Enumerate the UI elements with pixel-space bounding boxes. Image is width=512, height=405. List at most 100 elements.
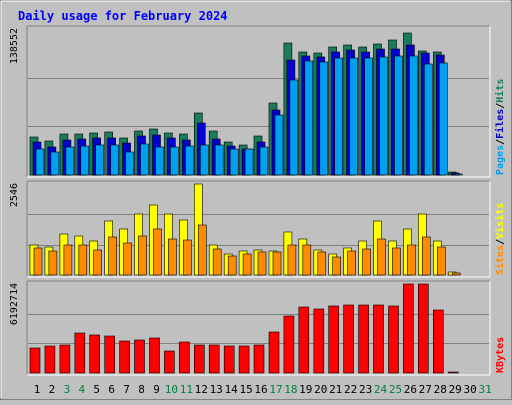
bar-sites-day-17 (272, 251, 282, 276)
bar-kbytes-day-9 (149, 337, 160, 374)
bar-pages-day-14 (229, 148, 239, 176)
day-label-13: 13 (210, 383, 223, 396)
max-value-label: 138552 (9, 28, 20, 64)
bar-pages-day-17 (274, 114, 284, 176)
series-legend-text: KBytes (495, 337, 506, 373)
day-label-3: 3 (64, 383, 71, 396)
day-label-26: 26 (404, 383, 417, 396)
chart-title: Daily usage for February 2024 (18, 9, 228, 23)
day-label-15: 15 (239, 383, 252, 396)
bar-kbytes-day-17 (268, 331, 280, 374)
bar-sites-day-15 (242, 253, 252, 276)
day-label-20: 20 (314, 383, 327, 396)
bar-sites-day-23 (362, 248, 371, 276)
bar-sites-day-6 (108, 236, 117, 276)
bar-sites-day-21 (332, 256, 342, 276)
bar-sites-day-10 (168, 238, 177, 276)
bar-kbytes-day-22 (343, 304, 354, 374)
bar-kbytes-day-23 (358, 304, 369, 374)
bar-pages-day-24 (379, 56, 388, 176)
bar-pages-day-11 (185, 145, 194, 176)
bar-kbytes-day-16 (253, 344, 265, 374)
day-label-31: 31 (478, 383, 491, 396)
bar-kbytes-day-27 (417, 283, 429, 374)
day-label-25: 25 (389, 383, 402, 396)
bar-sites-day-16 (257, 251, 267, 276)
bar-sites-day-27 (421, 236, 431, 276)
bar-pages-day-4 (80, 145, 90, 176)
bar-kbytes-day-21 (328, 305, 340, 374)
bar-sites-day-26 (407, 244, 416, 276)
bar-kbytes-day-26 (403, 283, 414, 374)
bar-pages-day-21 (334, 57, 344, 176)
bar-sites-day-14 (227, 255, 237, 276)
bar-sites-day-19 (302, 244, 312, 276)
max-value-label: 6192714 (9, 283, 20, 325)
x-axis-day-labels: 1 2 3 4 5 6 7 8 9 10 11 12 13 14 15 16 17 18 19 20 21 22 23 24 2… (34, 383, 492, 396)
day-label-28: 28 (434, 383, 447, 396)
bar-pages-day-8 (140, 143, 149, 176)
bar-sites-day-20 (317, 251, 327, 276)
bar-pages-day-10 (170, 146, 179, 176)
bar-pages-day-7 (125, 151, 134, 176)
legend-visits: Visits (494, 203, 506, 239)
day-label-29: 29 (449, 383, 462, 396)
bar-pages-day-1 (35, 148, 45, 176)
bar-sites-day-5 (93, 249, 102, 276)
bar-pages-day-23 (364, 57, 373, 176)
bar-sites-day-8 (138, 235, 147, 276)
bar-kbytes-day-13 (208, 344, 220, 374)
bar-sites-day-4 (78, 244, 88, 276)
bar-sites-day-25 (392, 247, 401, 276)
bar-sites-day-22 (347, 250, 356, 276)
bar-pages-day-3 (65, 146, 75, 176)
bar-pages-day-20 (319, 61, 329, 176)
max-value-label: 2546 (9, 183, 20, 207)
day-label-2: 2 (49, 383, 56, 396)
legend-separator: / (495, 139, 506, 145)
bar-sites-day-11 (183, 239, 192, 276)
bar-sites-day-28 (436, 246, 446, 276)
bar-pages-day-29 (453, 173, 463, 176)
day-label-18: 18 (284, 383, 297, 396)
legend-kbytes: KBytes (495, 337, 506, 373)
bar-kbytes-day-24 (373, 304, 384, 374)
bar-pages-day-26 (409, 55, 418, 176)
panel-middle: 2546 Sites/Visits (9, 180, 506, 278)
legend-separator: / (495, 239, 506, 245)
bar-kbytes-day-12 (194, 344, 205, 374)
bar-kbytes-day-25 (388, 305, 399, 374)
legend-files: Files (494, 109, 506, 139)
legend-separator: / (495, 103, 506, 109)
bar-pages-day-15 (244, 148, 254, 176)
legend-hits: Hits (494, 79, 506, 103)
day-label-14: 14 (225, 383, 239, 396)
bar-sites-day-9 (153, 228, 162, 276)
bar-sites-day-2 (48, 250, 58, 276)
series-legend-text: Sites/Visits (494, 203, 506, 275)
bar-kbytes-day-15 (238, 345, 250, 374)
bar-sites-day-3 (63, 244, 73, 276)
legend-pages: Pages (495, 145, 506, 175)
bar-kbytes-day-6 (104, 335, 115, 374)
bar-kbytes-day-28 (432, 309, 444, 374)
day-label-17: 17 (269, 383, 282, 396)
bar-kbytes-day-20 (313, 308, 325, 374)
bar-pages-day-12 (200, 144, 209, 176)
bar-pages-day-28 (438, 62, 448, 176)
bar-kbytes-day-2 (44, 345, 56, 374)
bar-kbytes-day-29 (447, 371, 459, 374)
series-legend-text: Pages/Files/Hits (494, 79, 506, 175)
day-label-8: 8 (138, 383, 145, 396)
bar-pages-day-27 (423, 63, 433, 176)
day-label-16: 16 (254, 383, 267, 396)
day-label-1: 1 (34, 383, 41, 396)
day-label-5: 5 (93, 383, 100, 396)
bar-sites-day-1 (33, 247, 43, 276)
bar-kbytes-day-19 (298, 306, 310, 374)
day-label-10: 10 (165, 383, 178, 396)
day-label-19: 19 (299, 383, 312, 396)
bar-kbytes-day-1 (29, 347, 41, 374)
